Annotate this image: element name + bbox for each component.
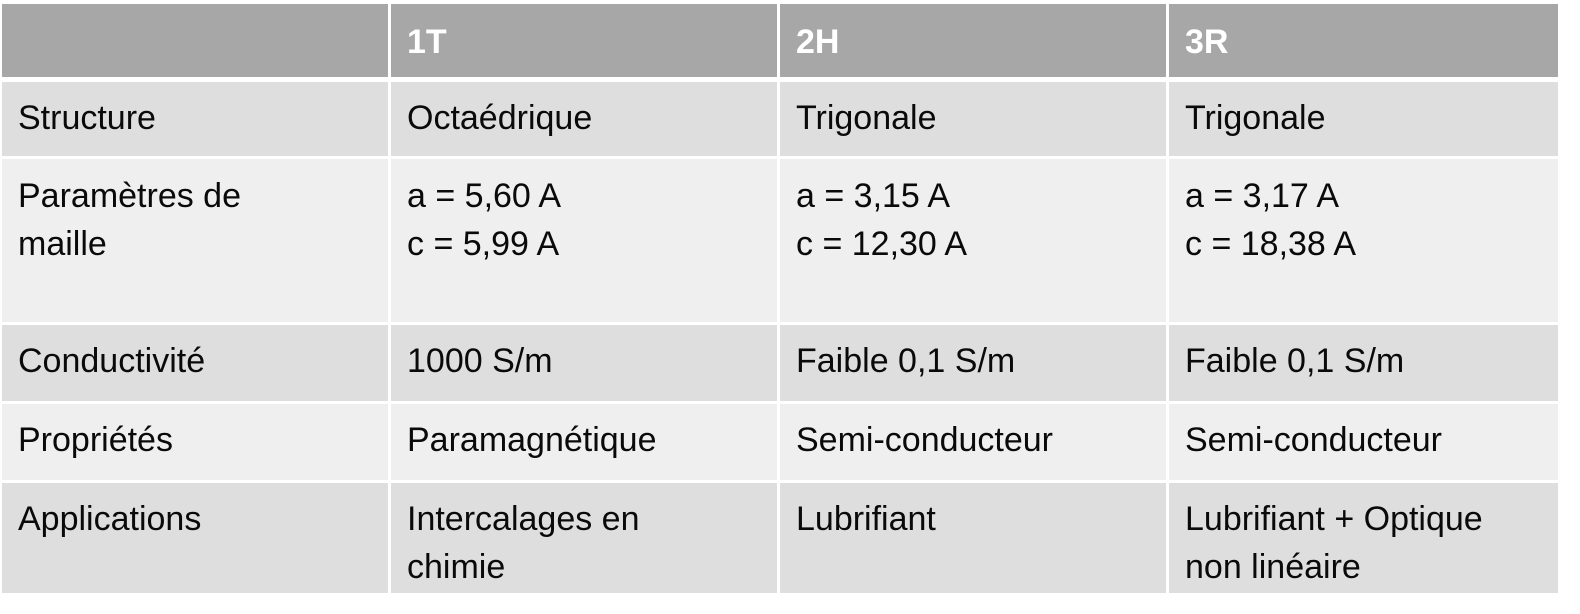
cell-conductivity-3r: Faible 0,1 S/m <box>1169 325 1558 404</box>
cell-lattice-1t: a = 5,60 A c = 5,99 A <box>391 159 780 325</box>
table-row-structure: Structure Octaédrique Trigonale Trigonal… <box>2 82 1558 159</box>
header-corner-cell <box>2 4 391 82</box>
row-label-conductivity: Conductivité <box>2 325 391 404</box>
cell-properties-3r: Semi-conducteur <box>1169 404 1558 483</box>
cell-lattice-2h: a = 3,15 A c = 12,30 A <box>780 159 1169 325</box>
cell-structure-3r: Trigonale <box>1169 82 1558 159</box>
cell-properties-1t: Paramagnétique <box>391 404 780 483</box>
cell-structure-2h: Trigonale <box>780 82 1169 159</box>
header-row: 1T 2H 3R <box>2 4 1558 82</box>
table-row-applications: Applications Intercalages en chimie Lubr… <box>2 483 1558 593</box>
row-label-lattice-parameters: Paramètres de maille <box>2 159 391 325</box>
header-3r: 3R <box>1169 4 1558 82</box>
polytype-comparison-table: 1T 2H 3R Structure Octaédrique Trigonale… <box>2 4 1558 593</box>
header-1t: 1T <box>391 4 780 82</box>
header-2h: 2H <box>780 4 1169 82</box>
row-label-applications: Applications <box>2 483 391 593</box>
cell-conductivity-2h: Faible 0,1 S/m <box>780 325 1169 404</box>
cell-conductivity-1t: 1000 S/m <box>391 325 780 404</box>
table-row-properties: Propriétés Paramagnétique Semi-conducteu… <box>2 404 1558 483</box>
cell-properties-2h: Semi-conducteur <box>780 404 1169 483</box>
cell-applications-2h: Lubrifiant <box>780 483 1169 593</box>
table-row-conductivity: Conductivité 1000 S/m Faible 0,1 S/m Fai… <box>2 325 1558 404</box>
cell-applications-1t: Intercalages en chimie <box>391 483 780 593</box>
row-label-structure: Structure <box>2 82 391 159</box>
row-label-properties: Propriétés <box>2 404 391 483</box>
cell-lattice-3r: a = 3,17 A c = 18,38 A <box>1169 159 1558 325</box>
table-row-lattice-parameters: Paramètres de maille a = 5,60 A c = 5,99… <box>2 159 1558 325</box>
polytype-comparison-table-container: 1T 2H 3R Structure Octaédrique Trigonale… <box>2 4 1558 593</box>
cell-applications-3r: Lubrifiant + Optique non linéaire <box>1169 483 1558 593</box>
cell-structure-1t: Octaédrique <box>391 82 780 159</box>
